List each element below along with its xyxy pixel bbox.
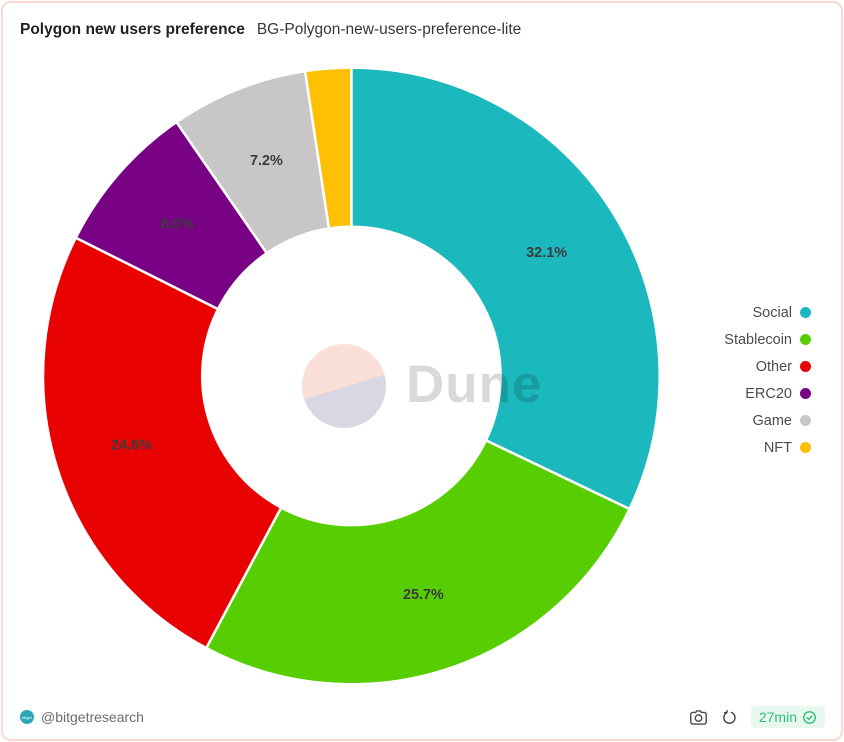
slice-label-erc20: 8.0% (161, 216, 194, 232)
donut-chart: 32.1% 25.7% 24.6% 8.0% 7.2% (41, 66, 661, 686)
legend-label: Stablecoin (724, 331, 792, 348)
legend-item-game[interactable]: Game (724, 407, 811, 434)
camera-icon (689, 709, 707, 725)
slice-label-social: 32.1% (526, 245, 567, 261)
refresh-icon (723, 709, 736, 724)
card-footer: bitget @bitgetresearch 27min (20, 706, 825, 728)
legend-dot-icon (800, 307, 811, 318)
refresh-status-badge[interactable]: 27min (750, 706, 825, 728)
slice-label-other: 24.6% (111, 438, 152, 454)
legend-dot-icon (800, 415, 811, 426)
legend-label: ERC20 (745, 385, 792, 402)
legend-dot-icon (800, 442, 811, 453)
verified-check-icon (803, 710, 816, 724)
author-link[interactable]: bitget @bitgetresearch (20, 709, 144, 725)
last-refresh-time: 27min (758, 709, 797, 725)
legend-label: NFT (763, 439, 792, 456)
bitget-logo-icon: bitget (20, 710, 34, 724)
legend-dot-icon (800, 388, 811, 399)
legend-label: Social (752, 304, 793, 321)
legend-item-erc20[interactable]: ERC20 (724, 380, 811, 407)
legend-item-nft[interactable]: NFT (724, 434, 811, 461)
author-handle: @bitgetresearch (41, 709, 144, 725)
legend-item-other[interactable]: Other (724, 353, 811, 380)
pie-slice-stablecoin[interactable] (205, 439, 631, 686)
slice-label-stablecoin: 25.7% (403, 587, 444, 603)
legend-label: Other (755, 358, 792, 375)
legend-dot-icon (800, 361, 811, 372)
legend-item-stablecoin[interactable]: Stablecoin (724, 326, 811, 353)
pie-slice-other[interactable] (41, 236, 283, 650)
refresh-button[interactable] (721, 709, 738, 726)
chart-title: Polygon new users preference (20, 21, 245, 38)
legend-label: Game (752, 412, 793, 429)
chart-header: Polygon new users preference BG-Polygon-… (20, 21, 521, 39)
screenshot-button[interactable] (689, 709, 708, 726)
pie-slice-nft[interactable] (303, 66, 353, 230)
legend-dot-icon (800, 334, 811, 345)
legend-item-social[interactable]: Social (724, 299, 811, 326)
footer-actions: 27min (689, 706, 825, 728)
chart-legend: Social Stablecoin Other ERC20 Game NFT (724, 299, 811, 461)
query-name: BG-Polygon-new-users-preference-lite (256, 21, 522, 38)
pie-slice-social[interactable] (350, 66, 661, 511)
slice-label-game: 7.2% (250, 153, 283, 169)
